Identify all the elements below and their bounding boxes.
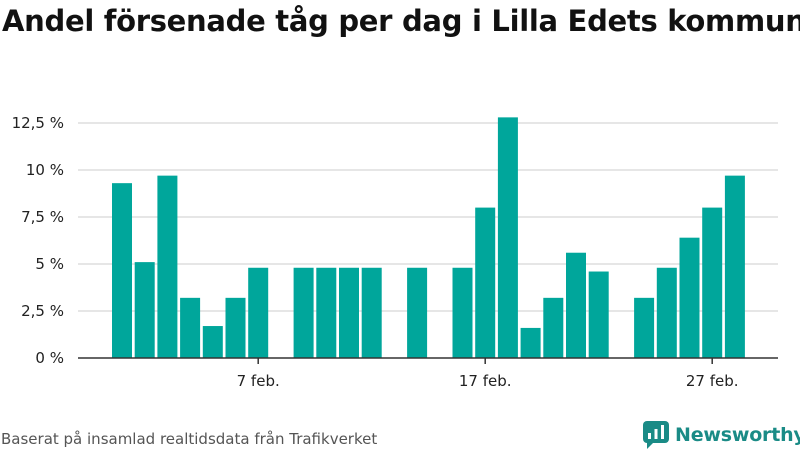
y-tick-label: 0 % <box>35 349 64 367</box>
bar <box>361 267 382 358</box>
bar <box>452 267 473 358</box>
bar <box>497 117 518 358</box>
bar <box>293 267 314 358</box>
bar <box>157 175 178 358</box>
bar <box>566 252 586 358</box>
bar <box>225 297 246 358</box>
bar <box>588 271 609 358</box>
bar <box>112 183 132 358</box>
bar <box>702 207 723 358</box>
x-tick-label: 7 feb. <box>237 372 280 390</box>
y-tick-label: 12,5 % <box>12 114 64 132</box>
bar <box>339 267 359 358</box>
bar <box>180 297 201 358</box>
bar <box>679 237 700 358</box>
source-note: Baserat på insamlad realtidsdata från Tr… <box>1 430 378 448</box>
x-tick-label: 27 feb. <box>686 372 739 390</box>
bars <box>112 117 745 358</box>
bar <box>656 267 677 358</box>
y-tick-label: 10 % <box>26 161 64 179</box>
y-tick-label: 7,5 % <box>21 208 64 226</box>
bar <box>520 327 541 358</box>
brand-logo: Newsworthy <box>643 420 800 450</box>
bar <box>202 326 223 358</box>
x-axis-ticks: 7 feb. 17 feb. 27 feb. <box>237 358 739 390</box>
x-tick-label: 17 feb. <box>459 372 512 390</box>
bar-chart: 0 % 2,5 % 5 % 7,5 % 10 % 12,5 % 7 feb. 17 feb.… <box>12 114 778 390</box>
brand-name: Newsworthy <box>675 424 800 446</box>
y-axis-tick-labels: 0 % 2,5 % 5 % 7,5 % 10 % 12,5 % <box>12 114 64 367</box>
bar <box>134 262 155 358</box>
bar <box>475 207 496 358</box>
bar <box>248 267 269 358</box>
bar <box>407 267 428 358</box>
bar <box>543 297 564 358</box>
y-tick-label: 2,5 % <box>21 302 64 320</box>
y-tick-label: 5 % <box>35 255 64 273</box>
bar <box>316 267 337 358</box>
bar <box>724 175 745 358</box>
bar <box>634 297 655 358</box>
newsworthy-logo-icon <box>643 421 669 449</box>
chart-title: Andel försenade tåg per dag i Lilla Edet… <box>2 4 800 38</box>
